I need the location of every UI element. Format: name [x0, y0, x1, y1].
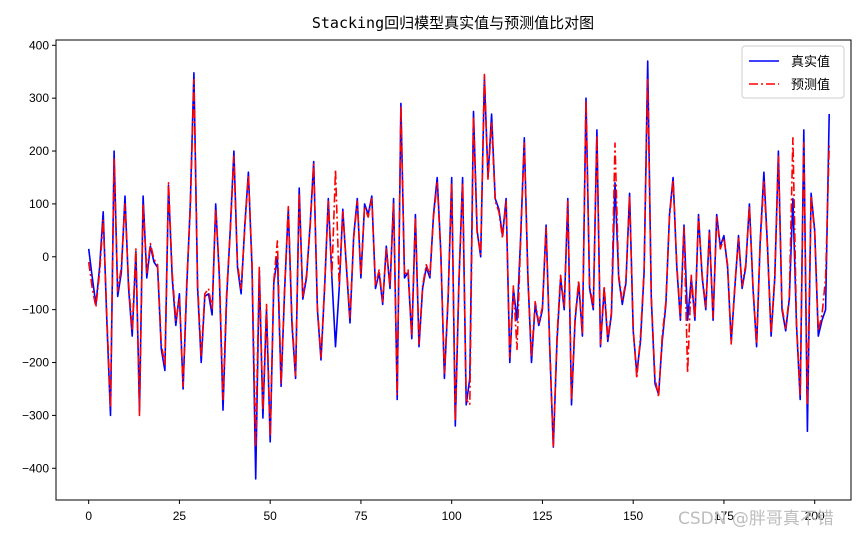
x-tick-label: 50 [263, 509, 277, 523]
y-tick-label: 0 [42, 250, 49, 264]
x-tick-label: 200 [805, 509, 825, 523]
x-tick-label: 0 [85, 509, 92, 523]
legend-label-predicted: 预测值 [791, 77, 830, 93]
y-tick-label: 400 [29, 38, 49, 52]
x-tick-label: 125 [532, 509, 552, 523]
y-tick-label: −400 [22, 461, 49, 475]
series-predicted-line [87, 73, 830, 448]
x-tick-label: 175 [714, 509, 734, 523]
series-actual-line [87, 60, 830, 480]
legend-box [741, 45, 845, 99]
y-axis: 400 300 200 100 0 −100 −200 −300 −400 [22, 38, 56, 475]
y-tick-label: 300 [29, 91, 49, 105]
y-tick-label: 100 [29, 197, 49, 211]
legend: 真实值 预测值 [741, 45, 845, 99]
watermark: CSDN @胖哥真不错 [678, 509, 834, 529]
x-tick-label: 75 [354, 509, 368, 523]
x-tick-label: 25 [173, 509, 187, 523]
series-layer [87, 60, 830, 480]
y-tick-label: −100 [22, 303, 49, 317]
x-tick-label: 150 [623, 509, 643, 523]
x-tick-label: 100 [442, 509, 462, 523]
y-tick-label: −200 [22, 356, 49, 370]
chart-title: Stacking回归模型真实值与预测值比对图 [312, 14, 594, 32]
x-axis: 0 25 50 75 100 125 150 175 200 [85, 500, 825, 523]
y-tick-label: −300 [22, 408, 49, 422]
legend-label-actual: 真实值 [791, 54, 830, 70]
plot-frame [55, 39, 852, 501]
y-tick-label: 200 [29, 144, 49, 158]
